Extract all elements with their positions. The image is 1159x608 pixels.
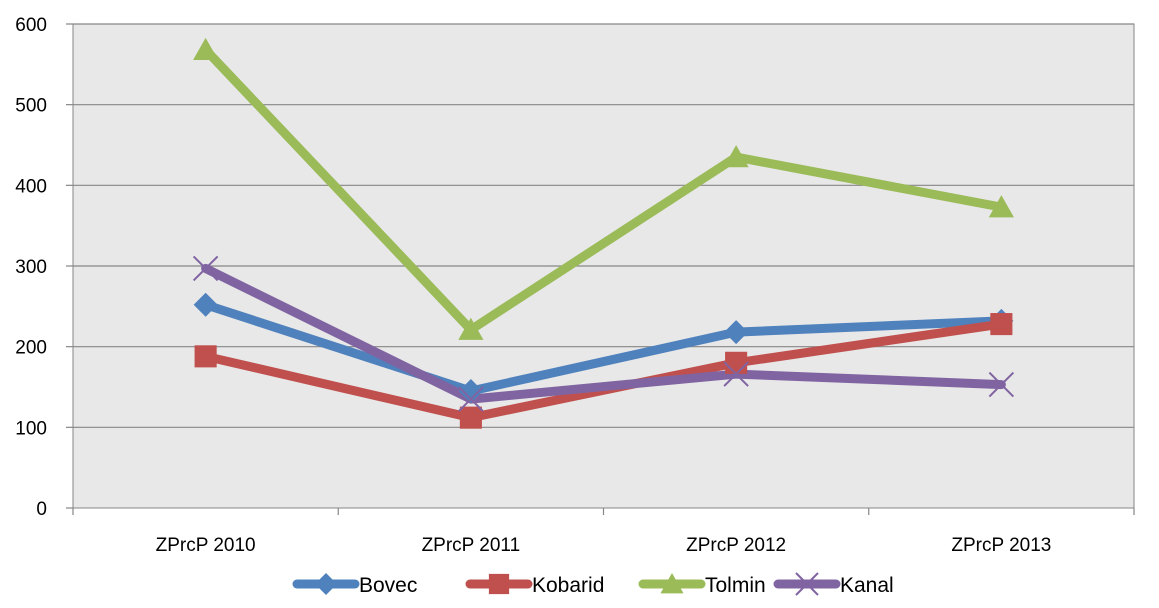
legend-label: Bovec — [359, 574, 417, 597]
x-tick-label: ZPrcP 2013 — [951, 535, 1051, 556]
legend-item-bovec: Bovec — [292, 573, 417, 597]
gridlines — [66, 23, 1135, 515]
data-point — [724, 320, 749, 345]
data-point — [488, 573, 510, 595]
y-tick-label: 400 — [15, 176, 47, 197]
data-point — [459, 406, 482, 429]
legend-label: Kanal — [840, 574, 894, 597]
data-point — [458, 379, 483, 404]
x-tick-label: ZPrcP 2012 — [686, 535, 786, 556]
series-line-tolmin — [201, 45, 1006, 335]
data-point — [660, 573, 684, 594]
data-point — [723, 145, 749, 168]
x-tick-label: ZPrcP 2010 — [156, 535, 256, 556]
data-point — [725, 351, 748, 374]
y-tick-label: 300 — [15, 257, 47, 278]
series-line-bovec — [201, 300, 1006, 396]
legend-label: Tolmin — [705, 574, 766, 597]
data-point — [990, 313, 1013, 336]
legend: Bovec Kobarid Tolmin Kanal — [292, 572, 894, 597]
y-tick-label: 100 — [15, 418, 47, 439]
data-point — [723, 361, 749, 387]
series-markers — [192, 37, 1015, 429]
y-tick-label: 0 — [36, 499, 47, 520]
legend-label: Kobarid — [532, 574, 604, 597]
data-point — [192, 255, 219, 282]
legend-item-kobarid: Kobarid — [465, 573, 604, 597]
x-axis-ticks: ZPrcP 2010 ZPrcP 2011 ZPrcP 2012 ZPrcP 2013 — [156, 535, 1052, 556]
data-point — [795, 572, 819, 596]
data-point — [193, 37, 219, 61]
data-point — [315, 573, 337, 595]
series-lines — [201, 45, 1006, 423]
y-tick-label: 200 — [15, 338, 47, 359]
y-tick-label: 600 — [15, 15, 47, 36]
data-point — [988, 195, 1014, 218]
data-point — [458, 317, 484, 340]
series-line-kanal — [201, 263, 1006, 404]
data-point — [193, 292, 218, 317]
x-tick-label: ZPrcP 2011 — [422, 535, 521, 556]
legend-item-tolmin: Tolmin — [638, 573, 766, 597]
data-point — [988, 371, 1015, 398]
y-axis-ticks: 0 100 200 300 400 500 600 — [15, 15, 47, 520]
y-tick-label: 500 — [15, 96, 47, 117]
legend-item-kanal: Kanal — [773, 572, 894, 597]
data-point — [458, 386, 484, 412]
data-point — [194, 345, 217, 368]
